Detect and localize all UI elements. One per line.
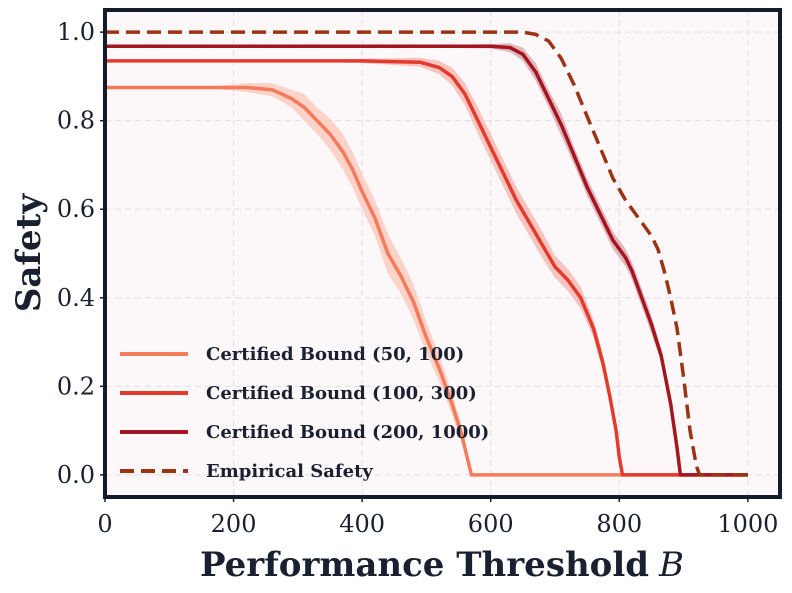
x-tick-label: 1000 [717,510,778,538]
x-axis-title-variable: B [658,545,684,585]
x-axis-title: Performance Threshold B [200,545,684,585]
plot-background [105,10,780,497]
series-lines [105,30,748,477]
y-tick-label: 0.8 [57,107,95,135]
y-tick-label: 0.2 [57,372,95,400]
x-tick-label: 400 [339,510,385,538]
y-tick-label: 0.6 [57,195,95,223]
x-axis-ticks: 0 200 400 600 800 1000 [97,497,778,538]
x-axis-title-text: Performance Threshold [200,545,649,585]
series-line-0 [105,85,748,477]
series-line-2 [105,44,748,477]
y-tick-label: 0.4 [57,284,95,312]
legend-label-3: Empirical Safety [206,461,373,482]
x-tick-label: 0 [97,510,112,538]
y-axis-title: Safety [9,193,49,313]
legend-label-0: Certified Bound (50, 100) [206,344,464,365]
plot-frame [103,8,782,499]
legend: Certified Bound (50, 100) Certified Bound… [120,344,489,482]
series-line-1 [105,59,748,477]
y-tick-label: 1.0 [57,18,95,46]
legend-label-2: Certified Bound (200, 1000) [206,422,489,443]
x-tick-label: 200 [211,510,257,538]
series-line-3 [105,30,748,477]
y-axis-ticks: 0.0 0.2 0.4 0.6 0.8 1.0 [57,18,105,489]
x-tick-label: 600 [468,510,514,538]
legend-label-1: Certified Bound (100, 300) [206,383,477,404]
x-tick-label: 800 [596,510,642,538]
y-tick-label: 0.0 [57,461,95,489]
